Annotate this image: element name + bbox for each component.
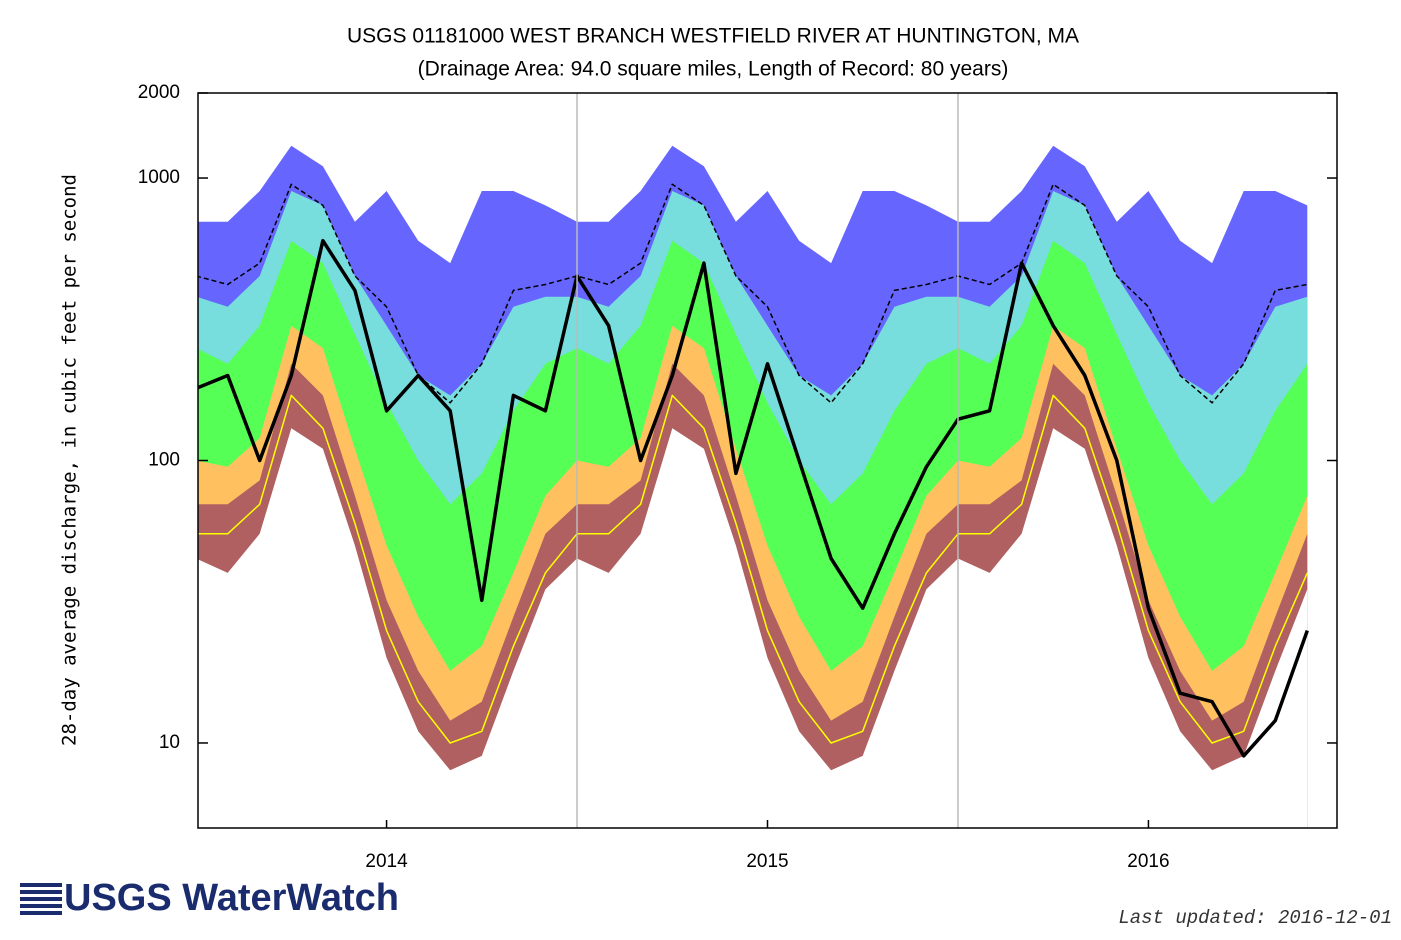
- x-tick-label: 2015: [746, 851, 788, 872]
- chart-subtitle: (Drainage Area: 94.0 square miles, Lengt…: [418, 58, 1009, 81]
- chart-title: USGS 01181000 WEST BRANCH WESTFIELD RIVE…: [347, 25, 1079, 48]
- y-axis-label: 28-day average discharge, in cubic feet …: [59, 174, 81, 746]
- y-tick-label: 2000: [138, 82, 180, 103]
- logo-text: USGS WaterWatch: [64, 877, 399, 919]
- y-tick-label: 10: [159, 732, 180, 753]
- y-tick-label: 1000: [138, 167, 180, 188]
- x-tick-label: 2014: [365, 851, 408, 872]
- y-tick-label: 100: [148, 450, 180, 471]
- last-updated: Last updated: 2016-12-01: [1118, 907, 1392, 929]
- logo-icon: [20, 883, 62, 915]
- x-tick-label: 2016: [1127, 851, 1169, 872]
- statistic-line: [198, 183, 1308, 404]
- overlay: 10 100 1000 2000 2014 2015 2016: [138, 82, 1338, 872]
- observed-line: [198, 238, 1309, 758]
- plot-area: [198, 145, 1309, 828]
- band-area: [198, 428, 1308, 828]
- statistic-line: [198, 394, 1308, 744]
